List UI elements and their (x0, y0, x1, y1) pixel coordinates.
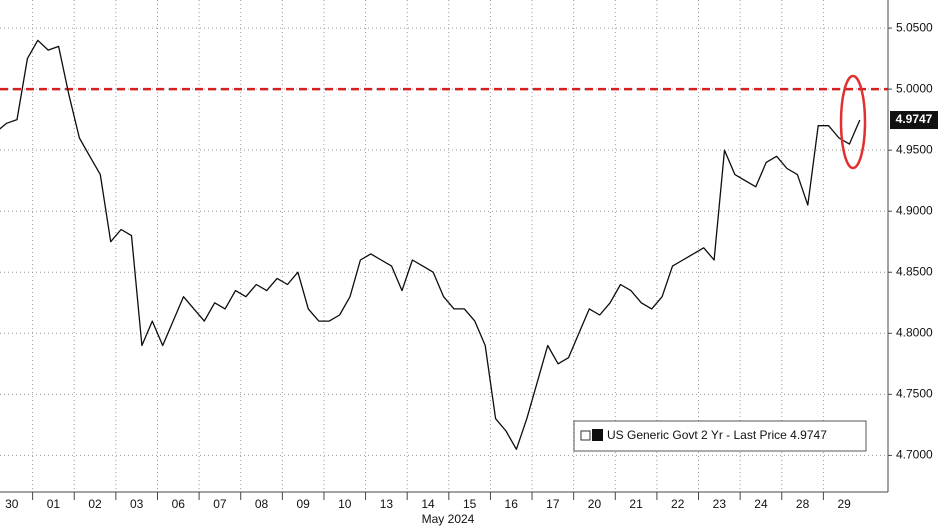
x-tick-label: 17 (546, 497, 560, 511)
y-tick-label: 4.9500 (896, 142, 933, 156)
x-tick-label: 16 (505, 497, 519, 511)
legend-box (573, 420, 867, 452)
legend-icon (580, 430, 591, 441)
x-tick-label: 06 (172, 497, 186, 511)
y-tick-label: 4.7500 (896, 387, 933, 401)
x-tick-label: 15 (463, 497, 477, 511)
last-price-label: 4.9747 (896, 112, 933, 126)
x-tick-label: 08 (255, 497, 269, 511)
legend-swatch (592, 429, 603, 441)
legend: US Generic Govt 2 Yr - Last Price 4.9747 (573, 420, 867, 452)
x-tick-label: 28 (796, 497, 810, 511)
legend-text: US Generic Govt 2 Yr - Last Price 4.9747 (607, 428, 827, 442)
y-tick-label: 4.7000 (896, 448, 933, 462)
last-price-tag (890, 111, 938, 130)
y-tick-label: 5.0000 (896, 81, 933, 95)
x-tick-label: 10 (338, 497, 352, 511)
x-axis-label: May 2024 (422, 512, 475, 526)
x-tick-label: 02 (88, 497, 102, 511)
x-tick-label: 22 (671, 497, 685, 511)
x-tick-label: 29 (838, 497, 852, 511)
x-tick-label: 23 (713, 497, 727, 511)
x-tick-label: 21 (629, 497, 643, 511)
marks: 4.9747 (0, 39, 938, 450)
y-tick-label: 4.8000 (896, 325, 933, 339)
x-tick-label: 14 (421, 497, 435, 511)
y-tick-label: 5.0500 (896, 20, 933, 34)
x-tick-label: 09 (296, 497, 310, 511)
y-tick-label: 4.9000 (896, 203, 933, 217)
highlight-ellipse (839, 74, 867, 170)
y-tick-label: 4.8500 (896, 264, 933, 278)
plot-area (0, 0, 888, 492)
x-tick-label: 03 (130, 497, 144, 511)
x-tick-label: 01 (47, 497, 61, 511)
x-tick-label: 24 (754, 497, 768, 511)
x-tick-label: 13 (380, 497, 394, 511)
x-tick-label: 07 (213, 497, 227, 511)
x-tick-label: 20 (588, 497, 602, 511)
price-line (0, 39, 861, 450)
x-tick-label: 30 (5, 497, 19, 511)
